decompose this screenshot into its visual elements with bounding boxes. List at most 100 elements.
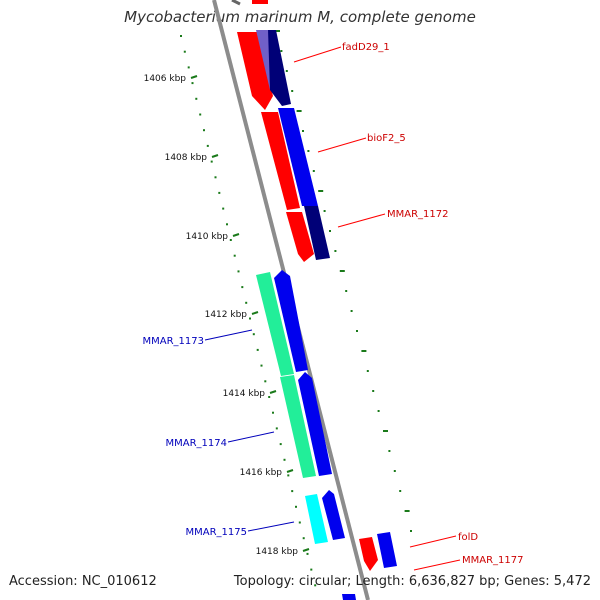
scale-dot [272, 411, 274, 414]
tick-marks [190, 75, 310, 552]
gene-label-MMAR_1172[interactable]: MMAR_1172 [387, 209, 449, 220]
leader-MMAR_1173 [204, 329, 253, 341]
gene-arrow-MMAR_1172-domain[interactable] [304, 206, 330, 260]
gene-arrow-MMAR_1172[interactable] [286, 212, 314, 262]
scale-dot [249, 317, 251, 320]
scale-dot [241, 286, 244, 289]
scale-dot [291, 490, 294, 493]
scale-dot [287, 474, 290, 477]
scale-dot [279, 443, 282, 446]
scale-dot [334, 250, 337, 252]
tick-label-1412: 1412 kbp [205, 310, 248, 320]
scale-dot [312, 170, 315, 172]
gene-label-MMAR_1173[interactable]: MMAR_1173 [143, 336, 205, 347]
gene-arrow-MMAR_1174-green[interactable] [280, 375, 316, 478]
scale-dot [233, 254, 236, 257]
tick-1418 [302, 548, 310, 552]
gene-label-folD[interactable]: folD [458, 532, 478, 543]
scale-dot [210, 160, 213, 163]
scale-dot [206, 144, 209, 147]
scale-dot [283, 458, 286, 461]
scale-dot [329, 230, 331, 232]
leader-fadD29_1 [293, 46, 342, 63]
gene-arrow-MMAR_1173[interactable] [274, 270, 308, 372]
scale-dot [399, 490, 402, 492]
scale-dot [356, 330, 358, 332]
genome-title: Mycobacterium marinum M, complete genome [124, 8, 476, 26]
gene-arrow-MMAR_1175-cyan[interactable] [305, 494, 328, 544]
gene-arrow-top-partial[interactable] [252, 0, 268, 4]
leader-MMAR_1175 [247, 521, 295, 532]
tick-labels: 1406 kbp 1408 kbp 1410 kbp 1412 kbp 1414… [144, 74, 299, 557]
gene-labels: fadD29_1 bioF2_5 MMAR_1172 MMAR_1173 MMA… [143, 42, 524, 566]
scale-dot [310, 568, 313, 571]
scale-dot [187, 66, 190, 69]
scale-dot [361, 350, 367, 352]
gene-label-bioF2_5[interactable]: bioF2_5 [367, 133, 406, 144]
gene-arrow-MMAR_1175[interactable] [322, 490, 345, 540]
scale-dot [314, 584, 317, 587]
tick-1410 [232, 233, 240, 237]
gene-label-MMAR_1174[interactable]: MMAR_1174 [166, 438, 228, 449]
scale-dot [275, 427, 278, 430]
scale-dot [275, 30, 280, 32]
scale-dot [372, 390, 375, 392]
scale-dot [280, 50, 283, 52]
scale-dot [291, 90, 294, 92]
gene-label-MMAR_1177[interactable]: MMAR_1177 [462, 555, 524, 566]
tick-1412 [251, 311, 259, 315]
scale-dot [268, 396, 271, 398]
scale-dot [256, 348, 259, 351]
tick-1408 [211, 154, 219, 158]
leader-MMAR_1172 [337, 213, 386, 228]
scale-dot [260, 364, 263, 367]
scale-dot [222, 207, 225, 210]
genome-backbone-stub [231, 0, 241, 6]
gene-arrow-MMAR_1177[interactable] [377, 532, 397, 568]
leader-MMAR_1177 [413, 559, 461, 571]
gene-arrow-bioF2_5[interactable] [261, 112, 300, 210]
tick-label-1418: 1418 kbp [256, 547, 299, 557]
gene-label-fadD29_1[interactable]: fadD29_1 [342, 42, 390, 53]
gene-arrow-fadD29_1-domain-b[interactable] [268, 30, 291, 106]
gene-arrow-bioF2_5-domain[interactable] [278, 108, 318, 206]
scale-dot [302, 537, 305, 540]
tick-1416 [286, 469, 294, 473]
gene-arrow-folD[interactable] [359, 537, 378, 571]
scale-dot [302, 130, 304, 132]
scale-dot [410, 530, 412, 532]
scale-dot [393, 470, 396, 472]
scale-dot [404, 510, 410, 512]
scale-dot [318, 190, 324, 192]
gene-arrow-fadD29_1[interactable] [237, 32, 273, 110]
tick-dots [180, 30, 412, 587]
scale-dot [350, 310, 353, 312]
gene-label-MMAR_1175[interactable]: MMAR_1175 [186, 527, 248, 538]
leader-bioF2_5 [317, 137, 367, 153]
tick-label-1414: 1414 kbp [223, 389, 266, 399]
scale-dot [191, 82, 194, 85]
scale-dot [214, 176, 217, 179]
scale-dot [388, 450, 391, 452]
leader-MMAR_1174 [227, 431, 275, 443]
scale-dot [298, 521, 301, 524]
tick-label-1410: 1410 kbp [186, 232, 229, 242]
gene-arrow-bottom-partial[interactable] [342, 594, 356, 600]
scale-dot [306, 552, 309, 555]
scale-dot [218, 191, 221, 194]
scale-dot [307, 150, 310, 152]
leader-folD [409, 535, 457, 548]
gene-arrow-MMAR_1174[interactable] [298, 372, 332, 476]
scale-dot [264, 380, 267, 383]
scale-dot [345, 290, 348, 292]
scale-dot [237, 270, 240, 273]
gene-arrow-MMAR_1173-green[interactable] [256, 272, 294, 376]
gene-label-leaders [204, 46, 461, 571]
tick-1406 [190, 75, 198, 79]
scale-dot [183, 50, 186, 53]
scale-dot [296, 110, 302, 112]
genome-summary-text: Topology: circular; Length: 6,636,827 bp… [233, 574, 591, 589]
tick-label-1406: 1406 kbp [144, 74, 187, 84]
scale-dot [339, 270, 345, 272]
